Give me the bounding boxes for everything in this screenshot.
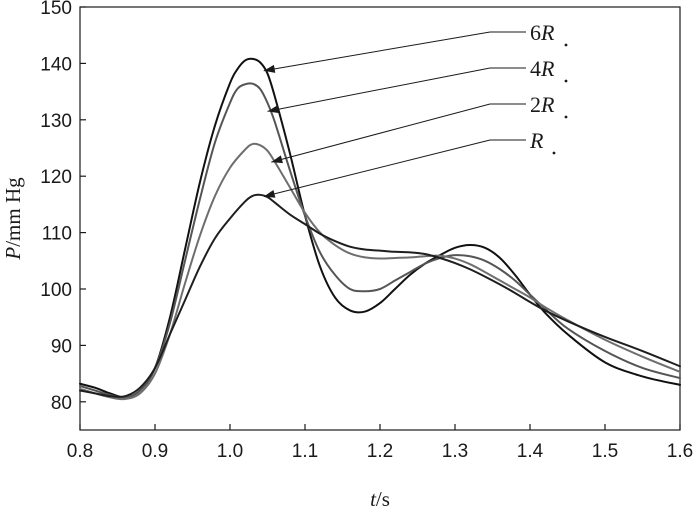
legend-label: R: [529, 128, 544, 153]
x-tick-label: 1.5: [592, 441, 618, 462]
series-line-2r: [79, 142, 681, 401]
x-tick-label: 0.8: [67, 441, 93, 462]
y-tick-label: 150: [40, 0, 72, 19]
x-tick-label: 1.2: [367, 441, 393, 462]
legend-arrow-head: [267, 105, 280, 114]
legend-label-dot: [552, 151, 556, 155]
legend-label-dot: [564, 79, 568, 83]
x-tick-label: 1.3: [442, 441, 468, 462]
y-axis-label: P/mm Hg: [1, 177, 25, 261]
legend-arrow-head: [263, 64, 276, 73]
legend-arrow-shaft: [271, 103, 491, 163]
legend-arrow-head: [263, 189, 276, 198]
legend-label: 4R: [530, 56, 555, 81]
series-line-4r: [79, 82, 681, 399]
x-tick-label: 1.0: [217, 441, 243, 462]
x-tick-label: 1.1: [292, 441, 318, 462]
x-tick-label: 1.6: [667, 441, 693, 462]
legend-label-dot: [564, 43, 568, 47]
legend-arrow-shaft: [263, 31, 491, 72]
y-tick-label: 100: [40, 280, 72, 301]
y-tick-label: 130: [40, 111, 72, 132]
x-tick-label: 0.9: [142, 441, 168, 462]
legend-arrow-shaft: [263, 139, 491, 197]
series-lines: [79, 57, 681, 401]
series-line-6r: [79, 57, 681, 399]
y-tick-label: 110: [42, 224, 72, 245]
legend-label: 6R: [530, 20, 555, 45]
y-tick-label: 140: [40, 54, 72, 75]
x-axis-label: t/s: [370, 487, 390, 511]
legend-annotations: 6R 4R 2R R: [263, 20, 568, 198]
y-tick-label: 120: [40, 167, 72, 188]
axes: 0.8 0.9 1.0 1.1 1.2 1.3 1.4 1.5 1.6 80 90 100 110 120…: [40, 0, 693, 462]
series-line-r: [79, 193, 681, 398]
legend-label: 2R: [530, 92, 555, 117]
y-tick-label: 90: [51, 336, 72, 357]
legend-label-dot: [564, 115, 568, 119]
legend-arrow-shaft: [267, 67, 491, 112]
plot-frame: [79, 6, 681, 431]
x-tick-label: 1.4: [517, 441, 544, 462]
legend-arrow-head: [271, 155, 283, 164]
y-tick-label: 80: [51, 393, 72, 414]
